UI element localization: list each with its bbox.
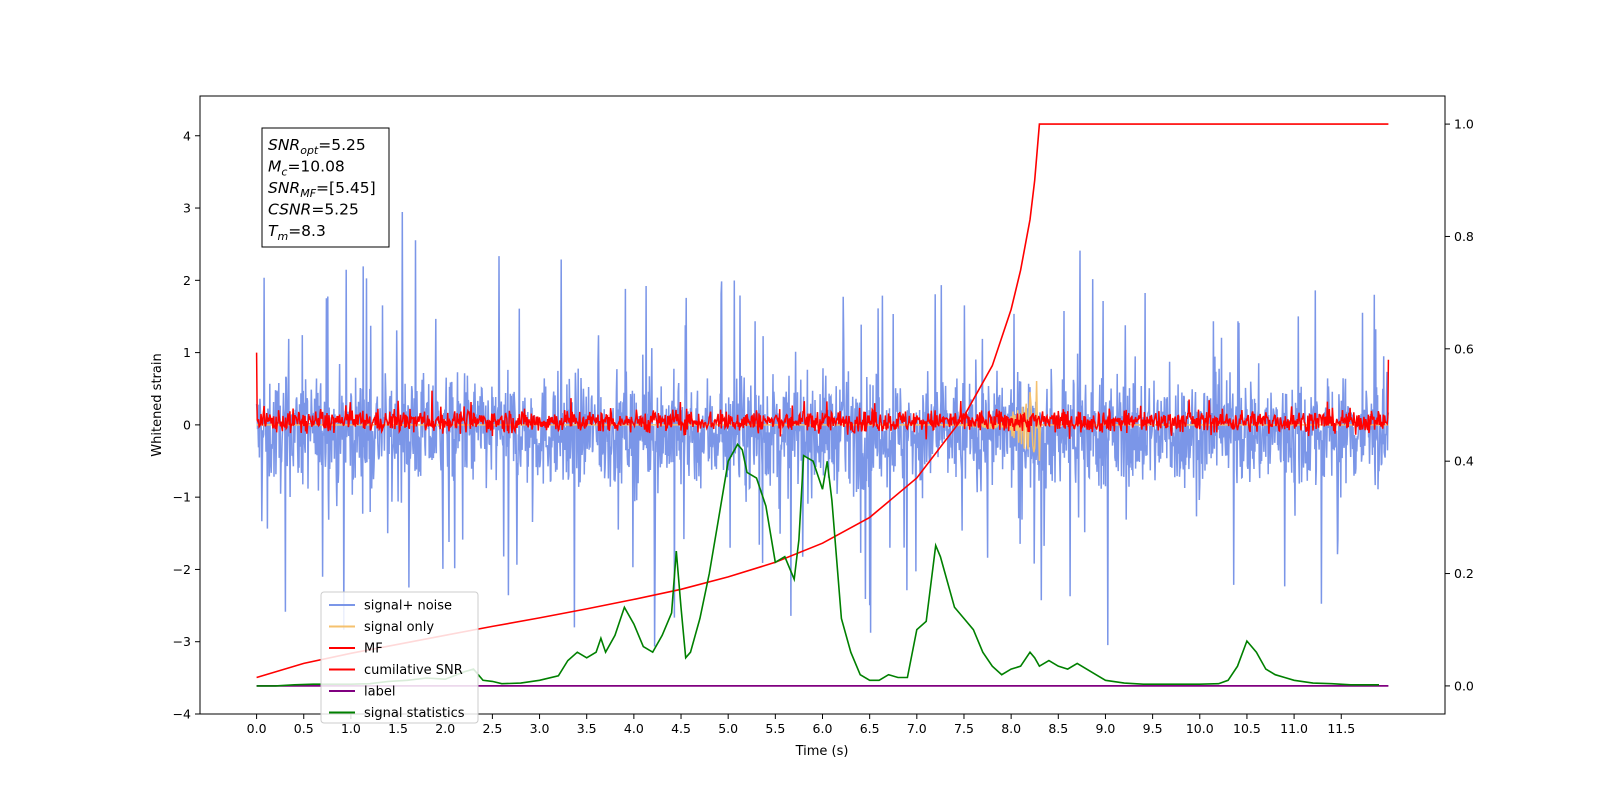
legend-label: MF — [364, 642, 383, 657]
x-tick-label: 8.5 — [1048, 721, 1068, 736]
y-left-tick-label: 2 — [183, 273, 191, 288]
x-tick-label: 5.0 — [718, 721, 738, 736]
annotation-line: SNRopt=5.25 — [268, 136, 366, 157]
y-axis-label: Whitened strain — [150, 353, 165, 456]
x-tick-label: 4.5 — [671, 721, 691, 736]
x-tick-label: 6.0 — [813, 721, 833, 736]
y-left-tick-label: −2 — [173, 562, 191, 577]
x-tick-label: 11.5 — [1327, 721, 1355, 736]
x-tick-label: 0.5 — [294, 721, 314, 736]
legend-label: signal only — [364, 620, 434, 635]
x-tick-label: 3.5 — [577, 721, 597, 736]
y-left-tick-label: −3 — [173, 634, 191, 649]
x-tick-label: 9.5 — [1143, 721, 1163, 736]
y-left-tick-label: −4 — [173, 707, 191, 722]
y-left-tick-label: 4 — [183, 128, 191, 143]
x-tick-label: 10.0 — [1186, 721, 1214, 736]
y-right-tick-label: 0.6 — [1454, 341, 1474, 356]
legend-label: signal statistics — [364, 706, 465, 721]
annotation-line: Tm=8.3 — [268, 222, 326, 243]
annotation-line: CSNR=5.25 — [268, 201, 359, 219]
legend-frame — [320, 591, 479, 724]
x-tick-label: 6.5 — [860, 721, 880, 736]
axes: 0.0 0.5 1.0 1.5 2.0 2.5 3.0 3.5 4.0 4.5 5.0 5.5 6.0 6… — [173, 117, 1474, 736]
x-axis-label: Time (s) — [795, 744, 849, 759]
x-tick-label: 5.5 — [765, 721, 785, 736]
x-tick-label: 1.0 — [341, 721, 361, 736]
annotation-line: Mc=10.08 — [268, 158, 345, 179]
x-tick-label: 9.0 — [1096, 721, 1116, 736]
x-tick-label: 8.0 — [1001, 721, 1021, 736]
y-right-tick-label: 0.2 — [1454, 566, 1474, 581]
x-tick-label: 4.0 — [624, 721, 644, 736]
x-tick-label: 0.0 — [247, 721, 267, 736]
x-tick-label: 11.0 — [1280, 721, 1308, 736]
y-left-tick-label: 3 — [183, 201, 191, 216]
y-right-tick-label: 1.0 — [1454, 117, 1474, 132]
x-tick-label: 2.5 — [482, 721, 502, 736]
y-left-tick-label: 1 — [183, 345, 191, 360]
series-line-mf — [255, 352, 1390, 440]
y-right-tick-label: 0.4 — [1454, 454, 1474, 469]
legend-label: cumilative SNR — [364, 663, 463, 678]
series-line-signal-statistics — [256, 442, 1379, 687]
y-left-tick-label: −1 — [173, 490, 191, 505]
y-right-tick-label: 0.8 — [1454, 229, 1474, 244]
y-left-tick-label: 0 — [183, 417, 191, 432]
legend-label: signal+ noise — [364, 599, 452, 614]
x-tick-label: 7.5 — [954, 721, 974, 736]
legend-label: label — [364, 685, 395, 700]
annotation-line: SNRMF=[5.45] — [268, 179, 376, 200]
x-tick-label: 1.5 — [388, 721, 408, 736]
y-right-tick-label: 0.0 — [1454, 678, 1474, 693]
stats-annotation: SNRopt=5.25Mc=10.08SNRMF=[5.45]CSNR=5.25… — [261, 127, 390, 248]
annotation-frame — [261, 127, 390, 248]
x-tick-label: 10.5 — [1233, 721, 1261, 736]
x-tick-label: 2.0 — [435, 721, 455, 736]
x-tick-label: 7.0 — [907, 721, 927, 736]
legend: signal+ noise signal only MF cumilative SNR… — [320, 591, 479, 724]
x-tick-label: 3.0 — [530, 721, 550, 736]
